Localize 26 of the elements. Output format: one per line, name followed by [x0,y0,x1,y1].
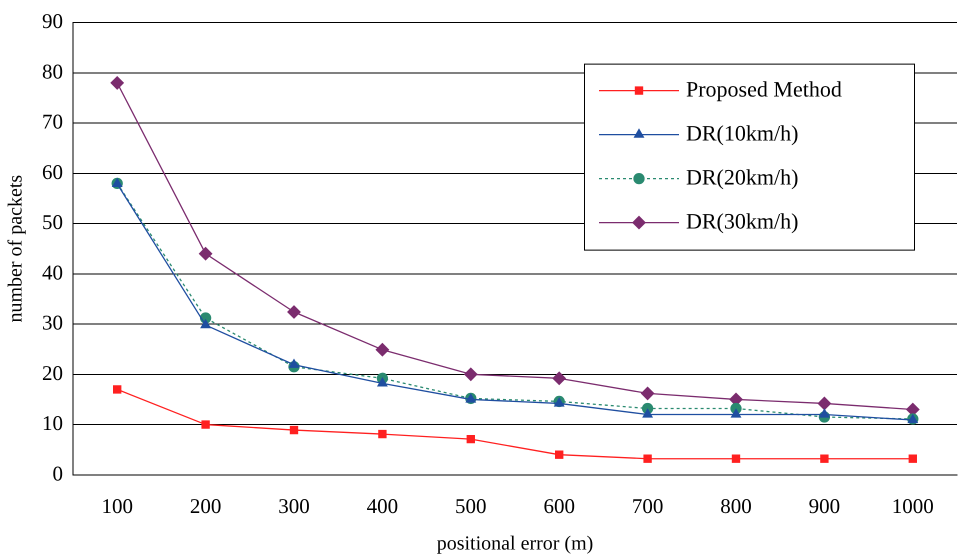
x-axis-title: positional error (m) [436,532,594,554]
x-tick-label: 700 [632,494,664,518]
x-tick-label: 200 [190,494,222,518]
y-tick-label: 0 [52,461,63,486]
y-tick-label: 70 [42,110,63,134]
legend-label: DR(30km/h) [686,208,798,234]
y-tick-label: 50 [42,210,63,234]
x-tick-label: 100 [101,494,133,518]
legend-label: Proposed Method [686,76,842,102]
x-tick-label: 600 [543,494,575,518]
y-tick-label: 30 [42,310,63,335]
x-tick-label: 500 [455,494,487,518]
y-tick-label: 10 [42,411,63,436]
y-tick-label: 40 [42,260,63,284]
y-tick-label: 90 [42,9,63,34]
legend-label: DR(20km/h) [686,164,798,190]
x-tick-label: 900 [808,494,840,518]
x-tick-label: 1000 [892,494,934,518]
x-tick-label: 300 [278,494,310,518]
legend-label: DR(10km/h) [686,120,798,146]
y-tick-label: 80 [42,59,63,84]
y-tick-label: 20 [42,360,63,385]
x-tick-label: 400 [366,494,398,518]
y-axis-title: number of packets [4,174,26,323]
y-tick-label: 60 [42,160,63,184]
x-tick-label: 800 [720,494,752,518]
